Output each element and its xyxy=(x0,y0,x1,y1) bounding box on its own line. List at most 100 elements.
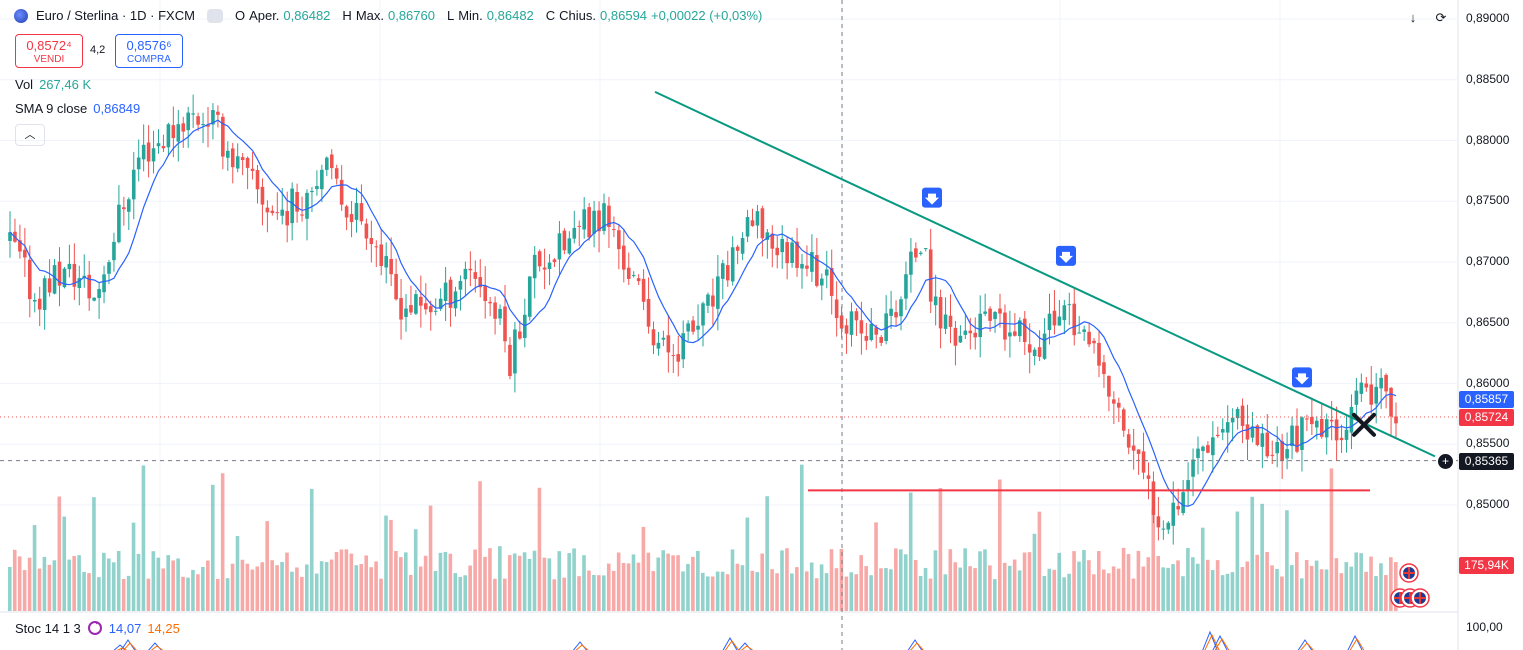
chevron-up-icon: ︿ xyxy=(24,129,36,141)
volume-bar xyxy=(1131,578,1136,611)
candle-body xyxy=(146,142,151,162)
candlesticks xyxy=(8,94,1398,545)
candle-body xyxy=(1379,377,1383,389)
volume-bar xyxy=(230,563,235,611)
price-axis-label: 0,88500 xyxy=(1466,71,1510,86)
candle-body xyxy=(582,209,586,230)
volume-bar xyxy=(121,578,126,611)
volume-bar xyxy=(666,553,670,611)
volume-bar xyxy=(740,565,745,611)
volume-bar xyxy=(621,562,626,611)
volume-bar xyxy=(260,562,265,611)
candle-body xyxy=(62,268,67,288)
candle-body xyxy=(1250,426,1255,438)
volume-bar xyxy=(47,564,52,611)
volume-bar xyxy=(1022,552,1027,611)
candle-body xyxy=(711,295,715,307)
add-alert-icon[interactable]: + xyxy=(1438,454,1453,469)
candle-body xyxy=(1349,406,1354,433)
volume-bar xyxy=(938,487,943,611)
candle-body xyxy=(904,274,908,299)
sma-legend[interactable]: SMA 9 close 0,86849 xyxy=(15,101,140,116)
candle-body xyxy=(250,168,255,171)
volume-bar xyxy=(1230,572,1235,611)
volume-bar xyxy=(1235,511,1240,611)
candle-body xyxy=(315,186,319,190)
sell-button[interactable]: 0,8572⁴ VENDI xyxy=(15,34,83,68)
volume-bar xyxy=(12,549,17,611)
volume-bar xyxy=(240,559,245,611)
volume-bar xyxy=(408,574,413,611)
candle-body xyxy=(310,190,314,193)
arrow-down-signal-icon[interactable] xyxy=(922,187,942,208)
price-axis-label: 0,86500 xyxy=(1466,314,1510,329)
buy-button[interactable]: 0,8576⁶ COMPRA xyxy=(115,34,183,68)
gbp-flag-icon[interactable] xyxy=(1399,563,1419,583)
candle-body xyxy=(686,323,690,332)
volume-bar xyxy=(1007,565,1012,611)
candle-body xyxy=(275,212,280,214)
candle-body xyxy=(508,344,512,377)
volume-bar xyxy=(1339,573,1344,611)
volume-bar xyxy=(1205,559,1210,611)
symbol-title[interactable]: Euro / Sterlina · 1D · FXCM xyxy=(36,8,195,23)
volume-legend[interactable]: Vol 267,46 K xyxy=(15,77,91,92)
volume-bar xyxy=(359,564,364,611)
candle-body xyxy=(1176,506,1180,510)
candle-body xyxy=(1013,331,1017,336)
fullscreen-icon[interactable]: ⟳ xyxy=(1435,10,1447,25)
price-axis-label: 0,87000 xyxy=(1466,254,1510,268)
buy-label: COMPRA xyxy=(127,54,171,65)
candle-body xyxy=(988,308,992,321)
volume-bar xyxy=(1290,565,1294,611)
volume-bar xyxy=(1210,570,1215,611)
ohlc-high-label: Max. xyxy=(355,8,384,23)
volume-bar xyxy=(1156,555,1160,611)
candle-body xyxy=(869,323,874,341)
candle-body xyxy=(240,157,245,160)
volume-bar xyxy=(1097,551,1101,611)
sma-label: SMA 9 close xyxy=(15,101,88,116)
volume-bar xyxy=(285,552,289,611)
candle-body xyxy=(389,259,393,275)
price-axis-label: 0,87500 xyxy=(1466,193,1510,208)
candle-body xyxy=(290,188,294,224)
volume-bar xyxy=(953,562,958,611)
cross-marker-icon[interactable] xyxy=(1352,412,1376,437)
arrow-down-signal-icon[interactable] xyxy=(1292,367,1312,388)
arrow-down-signal-icon[interactable] xyxy=(1056,245,1076,266)
candle-body xyxy=(1018,320,1022,337)
volume-bar xyxy=(874,522,878,611)
eye-icon[interactable] xyxy=(206,8,223,23)
sma-value: 0,86849 xyxy=(93,101,141,116)
volume-bar xyxy=(527,558,532,611)
candle-body xyxy=(28,259,32,300)
volume-bar xyxy=(42,556,47,611)
candle-body xyxy=(211,110,215,125)
volume-bar xyxy=(859,555,863,611)
volume-bar xyxy=(1101,569,1106,611)
arrow-down-icon[interactable]: ↓ xyxy=(1409,10,1417,25)
candle-body xyxy=(760,208,765,239)
stoc-legend[interactable]: Stoc 14 1 3 14,07 14,25 xyxy=(15,620,180,636)
volume-bar xyxy=(52,560,57,611)
volume-bar xyxy=(676,555,680,611)
volume-bar xyxy=(404,552,408,611)
volume-bar xyxy=(1116,568,1121,611)
candle-body xyxy=(696,325,700,330)
collapse-legend-button[interactable]: ︿ xyxy=(15,124,45,146)
gbp-flag-icon[interactable] xyxy=(1410,588,1430,608)
volume-bar xyxy=(399,557,403,611)
volume-bar xyxy=(889,569,893,611)
candle-body xyxy=(443,282,448,301)
candle-body xyxy=(32,299,37,302)
volume-bar xyxy=(126,575,131,611)
trend-line[interactable] xyxy=(654,90,1436,458)
candle-body xyxy=(859,320,864,334)
candle-body xyxy=(527,276,532,317)
candle-body xyxy=(1151,481,1156,515)
volume-bar xyxy=(537,487,542,611)
sync-icon[interactable] xyxy=(87,620,103,636)
volume-bar xyxy=(418,566,423,611)
